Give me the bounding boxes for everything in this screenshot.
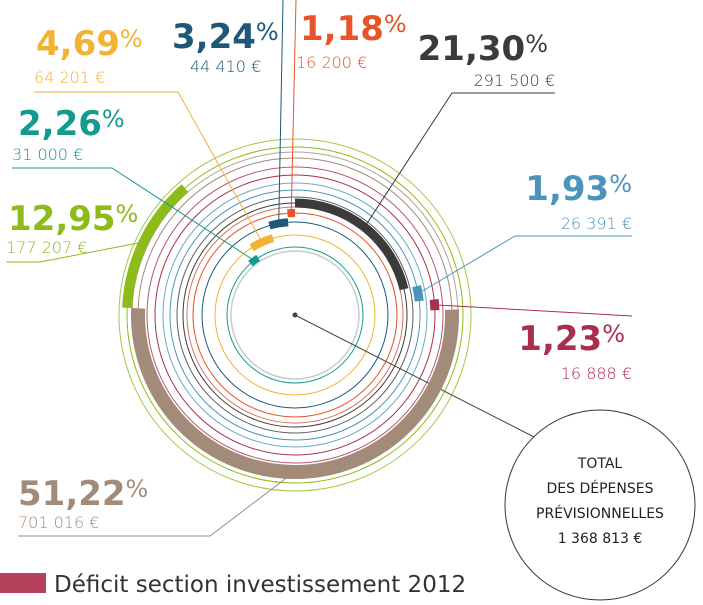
leader-line — [290, 0, 297, 214]
legend-swatch — [0, 573, 46, 593]
leader-line — [12, 167, 255, 262]
inner-ring — [230, 250, 360, 380]
percent-unit: % — [525, 30, 548, 58]
percent-value: 51,22 — [18, 474, 126, 514]
leader-line — [417, 235, 632, 295]
percent-unit: % — [384, 10, 407, 38]
leader-line — [434, 304, 633, 317]
percent-label: 1,93% — [525, 169, 632, 209]
percent-label: 2,26% — [18, 104, 125, 144]
percent-value: 4,69 — [36, 24, 120, 64]
thin-ring — [146, 166, 444, 464]
percent-unit: % — [126, 475, 149, 503]
percent-label: 1,18% — [300, 9, 407, 49]
total-line: PRÉVISIONNELLES — [536, 505, 664, 522]
amount-label: 31 000 € — [12, 145, 83, 164]
total-amount: 1 368 813 € — [558, 531, 643, 547]
percent-value: 2,26 — [18, 104, 102, 144]
legend-label: Déficit section investissement 2012 — [54, 572, 466, 598]
percent-value: 1,93 — [525, 169, 609, 209]
amount-label: 701 016 € — [18, 513, 99, 532]
amount-label: 177 207 € — [6, 238, 87, 257]
percent-unit: % — [609, 170, 632, 198]
thin-ring — [226, 246, 364, 384]
leader-line — [18, 471, 295, 537]
percent-value: 12,95 — [8, 199, 116, 239]
thin-ring — [118, 138, 472, 492]
arc-bar — [131, 308, 459, 479]
amount-label: 16 888 € — [561, 364, 632, 383]
arc-bar — [249, 234, 275, 252]
percent-unit: % — [120, 25, 143, 53]
arc-bar — [294, 198, 409, 291]
amount-label: 44 410 € — [190, 57, 261, 76]
percent-label: 21,30% — [418, 29, 548, 69]
total-line: DES DÉPENSES — [547, 480, 654, 497]
percent-value: 1,18 — [300, 9, 384, 49]
thin-ring — [126, 146, 464, 484]
leader-line — [6, 241, 144, 263]
total-line: TOTAL — [577, 456, 623, 472]
percent-label: 1,23% — [518, 319, 625, 359]
arc-bar — [122, 184, 189, 309]
percent-unit: % — [602, 320, 625, 348]
percent-value: 3,24 — [172, 17, 256, 57]
amount-label: 291 500 € — [474, 71, 555, 90]
thin-ring — [214, 234, 376, 396]
percent-unit: % — [102, 105, 125, 133]
percent-label: 12,95% — [8, 199, 138, 239]
amount-label: 16 200 € — [296, 53, 367, 72]
arc-bar — [248, 254, 261, 267]
leader-line — [364, 92, 555, 228]
leader-line — [34, 91, 263, 243]
percent-value: 21,30 — [418, 29, 526, 69]
arc-bar — [429, 298, 440, 311]
total-leader — [294, 314, 541, 441]
percent-unit: % — [256, 18, 279, 46]
percent-value: 1,23 — [518, 319, 602, 359]
percent-label: 51,22% — [18, 474, 148, 514]
thin-ring — [176, 196, 414, 434]
center-dot — [292, 312, 298, 318]
thin-ring — [162, 182, 428, 448]
thin-ring — [169, 189, 421, 441]
leader-line — [278, 0, 284, 224]
thin-ring — [154, 174, 436, 456]
total-circle — [504, 409, 696, 601]
thin-ring — [201, 221, 389, 409]
percent-label: 3,24% — [172, 17, 279, 57]
amount-label: 64 201 € — [34, 68, 105, 87]
percent-unit: % — [116, 200, 139, 228]
amount-label: 26 391 € — [561, 214, 632, 233]
percent-label: 4,69% — [36, 24, 143, 64]
